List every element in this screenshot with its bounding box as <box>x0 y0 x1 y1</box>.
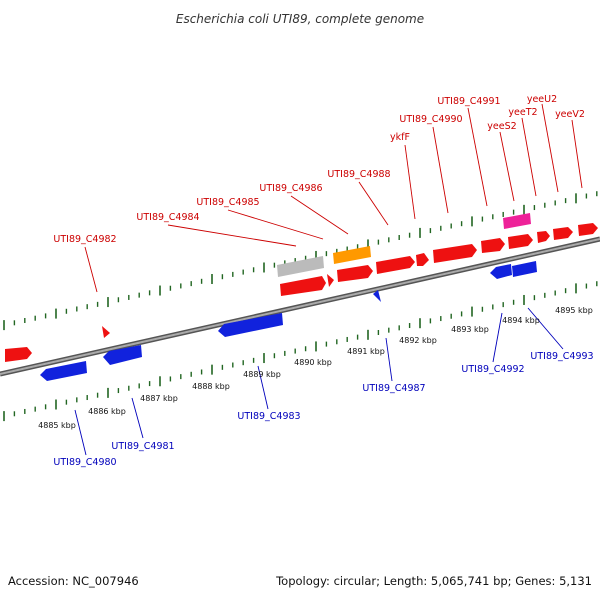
gene-arrow[interactable] <box>376 256 415 274</box>
accession-label: Accession: NC_007946 <box>8 574 139 588</box>
gene-label-uti89-c4990[interactable]: UTI89_C4990 <box>399 114 462 125</box>
kbp-tick-label: 4888 kbp <box>192 382 230 391</box>
label-leader-line <box>467 107 488 207</box>
upper-tick-row <box>3 191 598 331</box>
label-leader-line <box>385 337 393 382</box>
kbp-tick-label: 4892 kbp <box>399 336 437 345</box>
gene-label-uti89-c4985[interactable]: UTI89_C4985 <box>196 197 259 208</box>
gene-arrow[interactable] <box>416 253 429 266</box>
gene-arrow[interactable] <box>512 261 537 277</box>
label-leader-line <box>74 409 87 456</box>
genome-backbone <box>0 236 600 377</box>
gene-label-ykff[interactable]: ykfF <box>390 132 410 143</box>
gene-label-uti89-c4986[interactable]: UTI89_C4986 <box>259 183 322 194</box>
gene-label-uti89-c4984[interactable]: UTI89_C4984 <box>136 212 199 223</box>
gene-arrow[interactable] <box>433 244 477 263</box>
label-leader-line <box>541 103 559 193</box>
kbp-tick-label: 4887 kbp <box>140 394 178 403</box>
gene-arrow[interactable] <box>578 223 598 236</box>
gene-label-uti89-c4991[interactable]: UTI89_C4991 <box>437 96 500 107</box>
kbp-tick-label: 4894 kbp <box>502 316 540 325</box>
gene-label-uti89-c4988[interactable]: UTI89_C4988 <box>327 169 390 180</box>
gene-label-uti89-c4981[interactable]: UTI89_C4981 <box>111 441 174 452</box>
gene-label-uti89-c4980[interactable]: UTI89_C4980 <box>53 457 116 468</box>
kbp-tick-label: 4893 kbp <box>451 325 489 334</box>
gene-label-uti89-c4982[interactable]: UTI89_C4982 <box>53 234 116 245</box>
lower-tick-row <box>3 281 598 422</box>
rna-feature[interactable] <box>333 246 371 264</box>
gene-label-uti89-c4992[interactable]: UTI89_C4992 <box>461 364 524 375</box>
label-leader-line <box>499 131 515 202</box>
kbp-scale-labels: 4885 kbp 4886 kbp 4887 kbp 4888 kbp 4889… <box>38 306 593 430</box>
label-leader-line <box>227 209 324 240</box>
gene-arrow[interactable] <box>5 347 32 362</box>
kbp-tick-label: 4885 kbp <box>38 421 76 430</box>
kbp-tick-label: 4895 kbp <box>555 306 593 315</box>
gene-arrow[interactable] <box>481 238 505 253</box>
gene-arrow[interactable] <box>280 276 326 296</box>
rna-feature[interactable] <box>277 256 324 277</box>
topology-label: Topology: circular; Length: 5,065,741 bp… <box>275 574 592 588</box>
label-leader-line <box>432 126 449 214</box>
map-title: Escherichia coli UTI89, complete genome <box>176 12 424 26</box>
rna-features <box>277 213 531 277</box>
gene-label-yees2[interactable]: yeeS2 <box>487 121 516 132</box>
reverse-genes <box>40 261 537 381</box>
label-leader-line <box>257 365 269 410</box>
gene-label-yeev2[interactable]: yeeV2 <box>555 109 585 120</box>
gene-arrow[interactable] <box>218 313 283 337</box>
forward-gene-labels: UTI89_C4982 UTI89_C4984 UTI89_C4985 UTI8… <box>53 94 585 293</box>
label-leader-line <box>404 144 416 220</box>
gene-arrow[interactable] <box>508 234 533 249</box>
gene-arrow[interactable] <box>40 361 87 381</box>
kbp-tick-label: 4891 kbp <box>347 347 385 356</box>
forward-genes <box>5 223 598 362</box>
label-leader-line <box>131 397 144 439</box>
label-leader-line <box>521 117 537 197</box>
gene-label-yeeu2[interactable]: yeeU2 <box>527 94 557 105</box>
gene-arrow[interactable] <box>103 345 142 365</box>
gene-arrow[interactable] <box>490 264 512 279</box>
label-leader-line <box>358 181 389 226</box>
label-leader-line <box>527 307 564 350</box>
label-leader-line <box>571 119 583 189</box>
kbp-tick-label: 4886 kbp <box>88 407 126 416</box>
kbp-tick-label: 4890 kbp <box>294 358 332 367</box>
label-leader-line <box>290 195 349 235</box>
reverse-gene-labels: UTI89_C4980 UTI89_C4981 UTI89_C4983 UTI8… <box>53 307 594 468</box>
kbp-tick-label: 4889 kbp <box>243 370 281 379</box>
gene-arrow[interactable] <box>337 265 373 282</box>
gene-label-uti89-c4983[interactable]: UTI89_C4983 <box>237 411 300 422</box>
label-leader-line <box>84 246 98 293</box>
gene-arrow[interactable] <box>327 274 334 287</box>
label-leader-line <box>492 312 503 363</box>
label-leader-line <box>167 224 297 247</box>
gene-arrow[interactable] <box>537 231 550 243</box>
gene-arrow[interactable] <box>553 227 573 240</box>
gene-label-yeet2[interactable]: yeeT2 <box>508 107 537 118</box>
gene-label-uti89-c4993[interactable]: UTI89_C4993 <box>530 351 593 362</box>
gene-label-uti89-c4987[interactable]: UTI89_C4987 <box>362 383 425 394</box>
gene-arrow[interactable] <box>373 290 381 302</box>
gene-arrow[interactable] <box>102 326 110 338</box>
rna-feature[interactable] <box>503 213 531 229</box>
